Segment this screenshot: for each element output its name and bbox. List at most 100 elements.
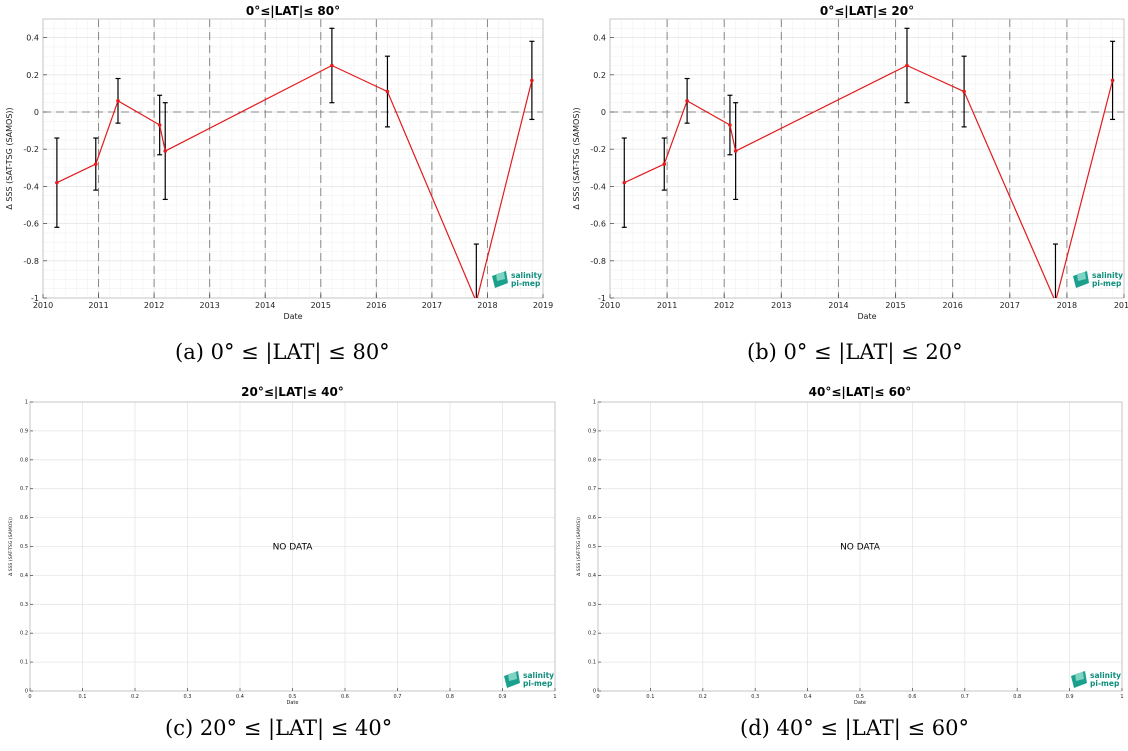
y-axis-label: Δ SSS (SAT-TSG (SAMOS)) bbox=[576, 517, 582, 576]
logo-mark-highlight bbox=[508, 672, 517, 681]
y-tick-label: 0.8 bbox=[588, 457, 596, 463]
y-tick-label: 0.5 bbox=[588, 544, 596, 550]
y-tick-label: 0.3 bbox=[20, 602, 28, 608]
x-tick-label: 0.4 bbox=[236, 694, 244, 700]
logo-mark-highlight bbox=[496, 272, 505, 281]
logo-text-line1: salinity bbox=[1092, 271, 1123, 280]
y-tick-label: -1 bbox=[31, 294, 39, 303]
x-tick-label: 0.1 bbox=[646, 694, 654, 700]
logo-text-line1: salinity bbox=[523, 671, 554, 680]
logo-text-line2: pi-mep bbox=[511, 279, 541, 288]
y-tick-label: -0.6 bbox=[23, 220, 39, 229]
chart-panel-2: 2010 2011 2012 2013 2014 2015 2016 2017 2018 2019… bbox=[572, 4, 1128, 321]
chart-title: 0°≤|LAT|≤ 80° bbox=[246, 4, 340, 18]
x-tick-label: 2019 bbox=[1114, 301, 1128, 310]
x-tick-label: 2016 bbox=[366, 301, 386, 310]
x-tick-label: 2014 bbox=[255, 301, 275, 310]
caption-b: (b) 0° ≤ |LAT| ≤ 20° bbox=[747, 340, 963, 364]
y-tick-label: 0 bbox=[34, 108, 39, 117]
logo-mark-highlight bbox=[1075, 672, 1084, 681]
y-tick-label: -0.2 bbox=[590, 145, 606, 154]
x-tick-label: 2017 bbox=[422, 301, 442, 310]
data-point bbox=[330, 63, 334, 68]
data-point bbox=[116, 99, 120, 103]
x-tick-label: 2012 bbox=[714, 301, 734, 310]
y-tick-label: -0.4 bbox=[590, 182, 606, 191]
x-tick-label: 0.8 bbox=[1013, 694, 1021, 700]
y-tick-label: 0.4 bbox=[20, 573, 28, 579]
x-tick-label: 2017 bbox=[1000, 301, 1020, 310]
y-axis-label: Δ SSS (SAT-TSG (SAMOS)) bbox=[572, 107, 581, 209]
data-point bbox=[962, 89, 966, 94]
data-point bbox=[728, 123, 732, 127]
x-tick-label: 0.1 bbox=[79, 694, 87, 700]
x-axis-label: Date bbox=[283, 312, 302, 321]
logo-text-line2: pi-mep bbox=[523, 679, 553, 688]
x-tick-label: 2010 bbox=[33, 301, 53, 310]
logo-text-line2: pi-mep bbox=[1090, 679, 1120, 688]
x-tick-label: 2019 bbox=[533, 301, 553, 310]
y-tick-label: 0.2 bbox=[26, 71, 39, 80]
x-tick-label: 2012 bbox=[144, 301, 164, 310]
data-point bbox=[530, 78, 534, 83]
x-tick-label: 1 bbox=[1120, 694, 1123, 700]
x-tick-label: 0.7 bbox=[961, 694, 969, 700]
data-point bbox=[93, 162, 98, 166]
axes-frame bbox=[42, 18, 544, 299]
logo-text-line1: salinity bbox=[1090, 671, 1121, 680]
y-tick-label: -0.8 bbox=[590, 257, 606, 266]
x-tick-label: 0.7 bbox=[394, 694, 402, 700]
data-point bbox=[685, 99, 689, 103]
x-tick-label: 2015 bbox=[311, 301, 331, 310]
y-tick-label: 0.2 bbox=[588, 631, 596, 637]
x-tick-label: 2013 bbox=[199, 301, 219, 310]
x-tick-label: 2016 bbox=[942, 301, 962, 310]
x-axis-label: Date bbox=[287, 700, 299, 706]
y-tick-label: 0 bbox=[601, 108, 606, 117]
chart-panel-4: 0 0.1 0.2 0.3 0.4 0.5 0.6 0.7 0.8 0.9 1 0 0.1 0.2 0.3 0… bbox=[576, 385, 1124, 706]
y-tick-label: 0.7 bbox=[588, 486, 596, 492]
x-axis-label: Date bbox=[857, 312, 876, 321]
x-tick-label: 2013 bbox=[771, 301, 791, 310]
x-tick-label: 0.5 bbox=[856, 694, 864, 700]
x-tick-label: 2010 bbox=[600, 301, 620, 310]
logo-text-line2: pi-mep bbox=[1092, 279, 1122, 288]
data-point bbox=[622, 180, 627, 185]
y-tick-label: 0.9 bbox=[588, 428, 596, 434]
axes-frame bbox=[609, 18, 1125, 299]
chart-title: 0°≤|LAT|≤ 20° bbox=[820, 4, 914, 18]
logo-mark-highlight bbox=[1077, 272, 1086, 281]
y-tick-label: -0.2 bbox=[23, 145, 39, 154]
data-point bbox=[163, 149, 168, 153]
no-data-label: NO DATA bbox=[840, 543, 881, 553]
no-data-label: NO DATA bbox=[273, 543, 314, 553]
caption-d: (d) 40° ≤ |LAT| ≤ 60° bbox=[740, 716, 969, 740]
y-tick-label: -0.8 bbox=[23, 257, 39, 266]
data-point bbox=[55, 180, 59, 185]
caption-c: (c) 20° ≤ |LAT| ≤ 40° bbox=[165, 716, 393, 740]
data-point bbox=[1110, 78, 1115, 83]
x-tick-label: 2015 bbox=[885, 301, 905, 310]
y-tick-label: 0.7 bbox=[20, 486, 28, 492]
x-axis-label: Date bbox=[854, 700, 866, 706]
logo-text-line1: salinity bbox=[511, 271, 542, 280]
x-tick-label: 0.4 bbox=[804, 694, 812, 700]
y-tick-label: 0.4 bbox=[26, 34, 39, 43]
y-tick-label: -0.6 bbox=[590, 220, 606, 229]
x-tick-label: 1 bbox=[553, 694, 556, 700]
x-tick-label: 0.6 bbox=[908, 694, 916, 700]
y-tick-label: 0.6 bbox=[20, 515, 28, 521]
y-tick-label: 0.1 bbox=[20, 660, 28, 666]
y-tick-label: 1 bbox=[25, 400, 28, 406]
x-tick-label: 2011 bbox=[657, 301, 677, 310]
series-group bbox=[621, 27, 1116, 298]
y-tick-label: 0.4 bbox=[588, 573, 596, 579]
data-point bbox=[385, 89, 390, 94]
y-axis-label: Δ SSS (SAT-TSG (SAMOS)) bbox=[8, 517, 14, 576]
x-tick-label: 0 bbox=[596, 694, 599, 700]
y-tick-label: 1 bbox=[593, 400, 596, 406]
chart-panel-3: 0 0.1 0.2 0.3 0.4 0.5 0.6 0.7 0.8 0.9 1 0 0.1 0.2 0.3 0… bbox=[8, 385, 557, 706]
